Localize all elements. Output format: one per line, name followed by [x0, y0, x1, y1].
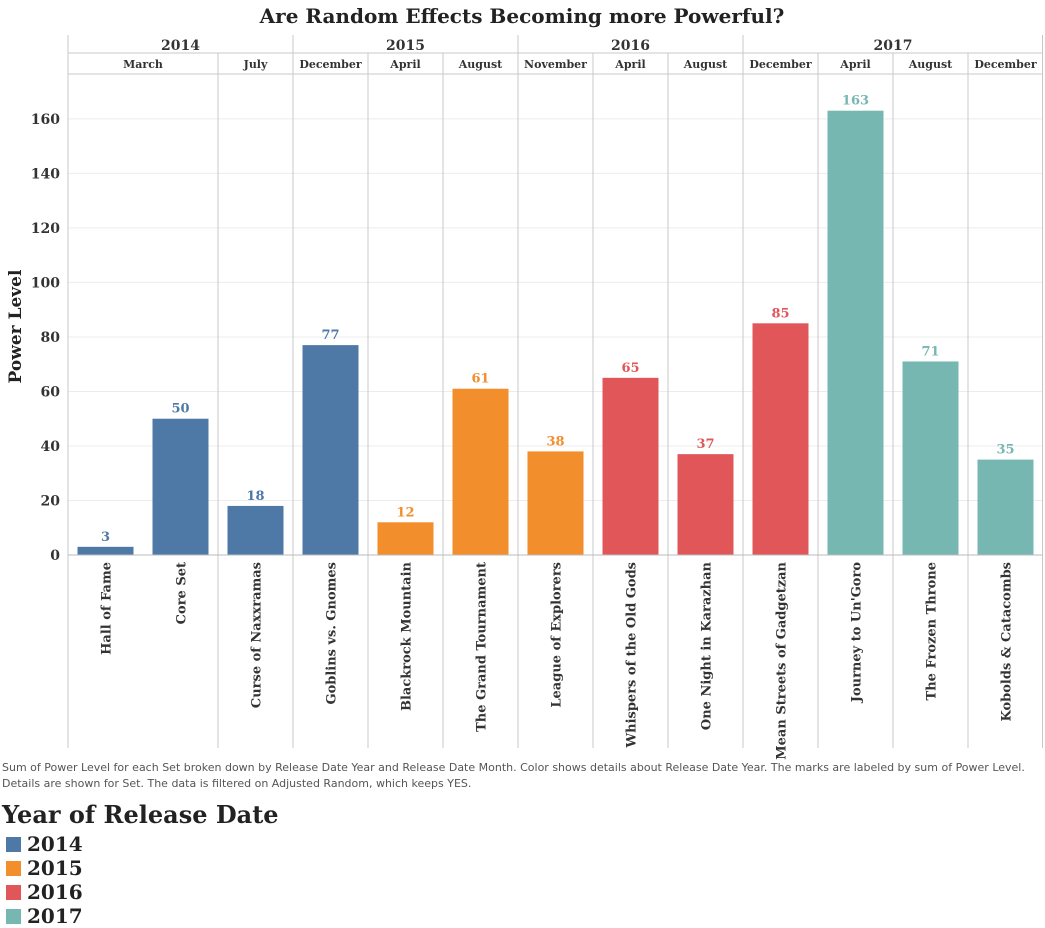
bar — [677, 454, 734, 555]
month-header: April — [614, 58, 645, 71]
bar — [602, 377, 659, 555]
category-label: Curse of Naxxramas — [250, 562, 265, 708]
bar-value-label: 38 — [546, 434, 564, 449]
month-header: April — [389, 58, 420, 71]
legend-label-2016: 2016 — [27, 880, 83, 904]
bar — [827, 110, 884, 556]
category-label: Kobolds & Catacombs — [1000, 562, 1015, 722]
legend-label-2017: 2017 — [27, 904, 83, 928]
month-header: August — [683, 58, 728, 71]
legend-swatch-2017 — [6, 908, 21, 924]
chart-title: Are Random Effects Becoming more Powerfu… — [259, 4, 785, 28]
legend-item-2017[interactable]: 2017 — [2, 904, 279, 928]
year-header: 2017 — [874, 38, 913, 54]
legend-label-2015: 2015 — [27, 856, 83, 880]
legend-item-2014[interactable]: 2014 — [2, 832, 279, 856]
y-tick-label: 140 — [31, 166, 60, 182]
category-label: One Night in Karazhan — [700, 561, 715, 730]
legend-swatch-2015 — [6, 860, 21, 876]
legend-swatch-2014 — [6, 836, 21, 852]
month-header: August — [458, 58, 503, 71]
month-header: December — [974, 58, 1037, 71]
category-label: Goblins vs. Gnomes — [325, 562, 340, 705]
bar-value-label: 65 — [621, 361, 639, 376]
y-axis-label: Power Level — [6, 269, 26, 383]
year-header: 2016 — [611, 38, 650, 54]
bar — [77, 546, 134, 555]
month-header: March — [123, 58, 163, 71]
category-label: League of Explorers — [550, 562, 565, 708]
bar — [377, 522, 434, 555]
bar — [902, 361, 959, 555]
y-tick-label: 160 — [31, 112, 60, 128]
bar-value-label: 77 — [321, 328, 339, 343]
month-header: November — [524, 58, 587, 71]
y-tick-label: 40 — [41, 439, 61, 455]
year-header: 2014 — [161, 38, 200, 54]
bar-value-label: 85 — [771, 306, 789, 321]
year-header: 2015 — [386, 38, 425, 54]
chart-caption: Sum of Power Level for each Set broken d… — [2, 761, 1025, 790]
bar — [527, 451, 584, 555]
category-label: Blackrock Mountain — [400, 561, 415, 711]
month-header: April — [839, 58, 870, 71]
legend-swatch-2016 — [6, 884, 21, 900]
category-label: The Grand Tournament — [475, 562, 490, 732]
bar-value-label: 50 — [171, 402, 189, 417]
bar — [227, 505, 284, 555]
month-header: December — [299, 58, 362, 71]
bar-value-label: 35 — [996, 443, 1014, 458]
bar-value-label: 37 — [696, 437, 714, 452]
bar — [452, 388, 509, 555]
bar — [752, 323, 809, 555]
legend-item-2015[interactable]: 2015 — [2, 856, 279, 880]
y-tick-label: 0 — [50, 548, 60, 564]
y-tick-label: 80 — [41, 330, 61, 346]
month-header: August — [908, 58, 953, 71]
bar-value-label: 71 — [921, 344, 939, 359]
legend: Year of Release Date 2014 2015 2016 2017 — [2, 800, 279, 928]
category-label: Whispers of the Old Gods — [625, 562, 640, 748]
bar-value-label: 163 — [842, 94, 869, 109]
category-label: Journey to Un'Goro — [850, 562, 865, 704]
month-header: December — [749, 58, 812, 71]
bar-value-label: 12 — [396, 505, 414, 520]
legend-title: Year of Release Date — [2, 800, 279, 829]
y-tick-label: 20 — [41, 493, 61, 509]
bar-value-label: 18 — [246, 489, 264, 504]
legend-label-2014: 2014 — [27, 832, 83, 856]
category-label: Mean Streets of Gadgetzan — [775, 561, 790, 759]
bar — [302, 345, 359, 555]
bar-chart: Are Random Effects Becoming more Powerfu… — [6, 4, 1043, 760]
category-label: Hall of Fame — [100, 562, 115, 655]
month-header: July — [243, 58, 268, 71]
bar — [152, 418, 209, 555]
y-tick-label: 100 — [31, 275, 60, 291]
category-label: The Frozen Throne — [925, 562, 940, 700]
category-label: Core Set — [175, 562, 190, 624]
bar-value-label: 61 — [471, 372, 489, 387]
bar — [977, 459, 1034, 555]
bar-value-label: 3 — [101, 530, 110, 545]
y-tick-label: 120 — [31, 221, 60, 237]
legend-item-2016[interactable]: 2016 — [2, 880, 279, 904]
y-tick-label: 60 — [41, 384, 61, 400]
